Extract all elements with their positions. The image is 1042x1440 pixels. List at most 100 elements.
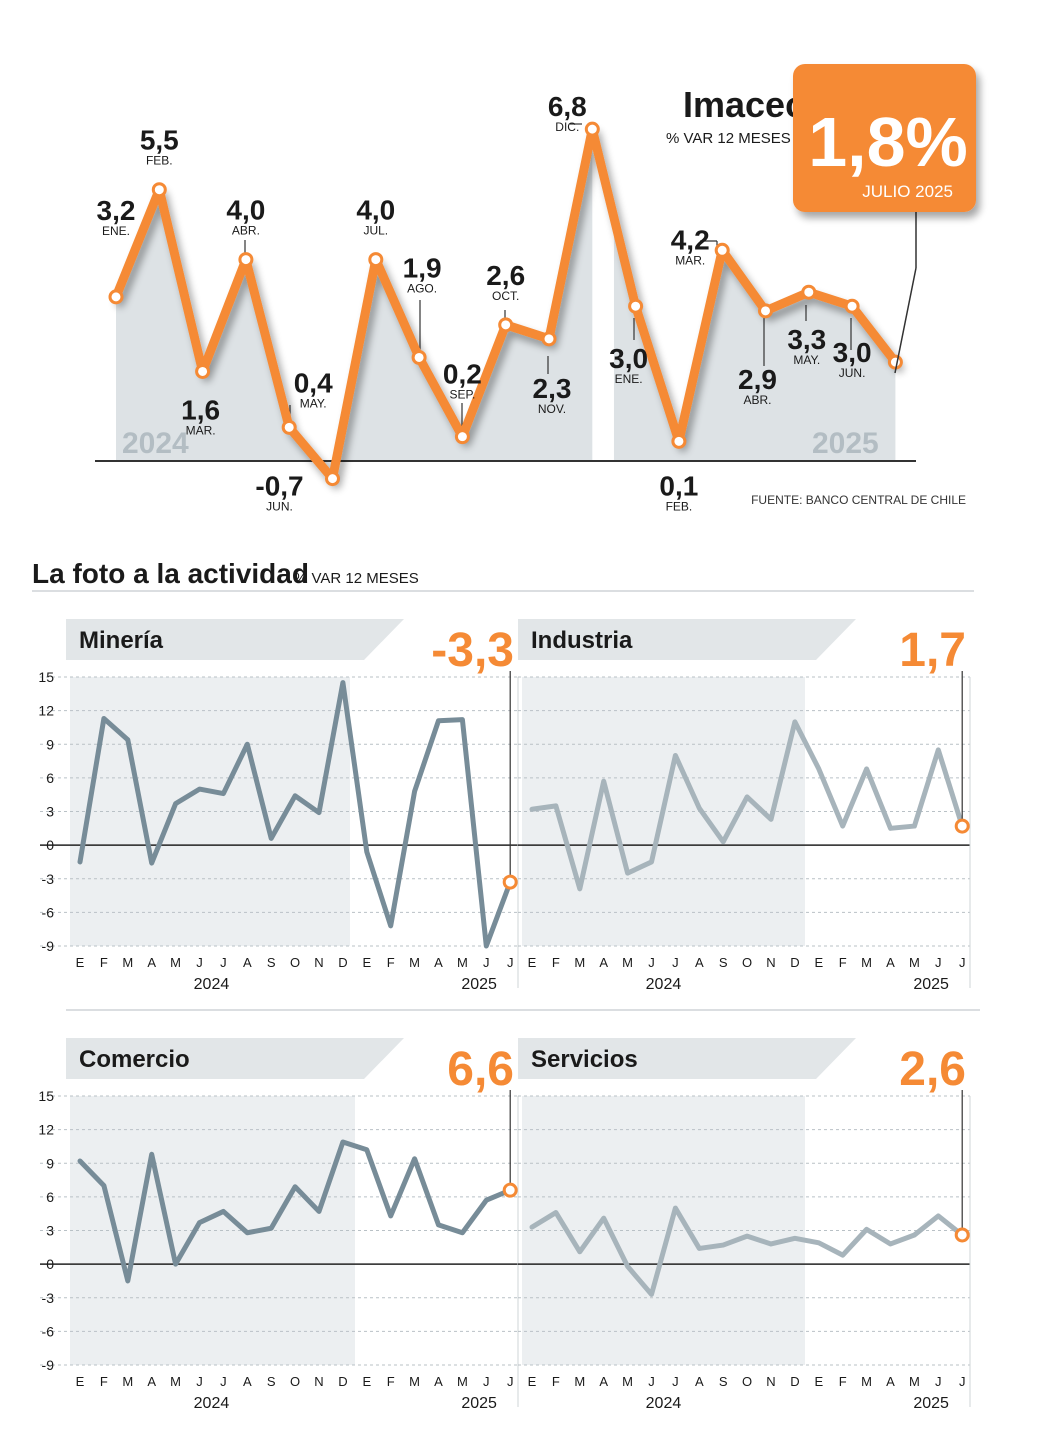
x-tick-label: F	[839, 1374, 847, 1389]
x-tick-label: E	[528, 1374, 537, 1389]
panel-last-value: 1,7	[899, 624, 966, 677]
imacec-point	[195, 363, 211, 379]
x-tick-label: J	[959, 955, 966, 970]
x-tick-label: J	[483, 955, 490, 970]
x-tick-label: M	[409, 1374, 420, 1389]
x-tick-label: M	[574, 955, 585, 970]
x-tick-label: S	[267, 955, 276, 970]
imacec-point	[671, 433, 687, 449]
panel-last-value: -3,3	[431, 624, 514, 677]
x-tick-label: D	[790, 1374, 799, 1389]
imacec-month-label: JUL.	[363, 224, 388, 238]
x-tick-label: E	[362, 955, 371, 970]
y-tick-label: -6	[42, 904, 55, 920]
imacec-points	[108, 121, 903, 487]
imacec-value-label: 0,2	[443, 359, 482, 390]
x-tick-label: F	[552, 955, 560, 970]
imacec-month-label: FEB.	[146, 154, 173, 168]
headline-period: JULIO 2025	[862, 182, 953, 201]
area-2024	[116, 129, 593, 479]
imacec-chart: 2024 2025 3,2ENE.5,5FEB.1,6MAR.4,0ABR.0,…	[95, 64, 976, 514]
panel-header-banner	[518, 619, 856, 660]
panel-title: Comercio	[79, 1046, 190, 1073]
panel-last-value: 6,6	[447, 1043, 514, 1096]
x-tick-label: N	[766, 1374, 775, 1389]
x-tick-label: J	[648, 1374, 655, 1389]
imacec-point	[411, 349, 427, 365]
imacec-leader-lines	[244, 123, 852, 441]
imacec-value-label: 3,3	[787, 324, 826, 355]
panel-series-line	[529, 719, 965, 892]
x-tick-label: M	[409, 955, 420, 970]
x-tick-label: A	[599, 1374, 608, 1389]
x-tick-label: J	[935, 1374, 942, 1389]
panel-series-line	[77, 1139, 513, 1284]
x-tick-label: E	[76, 955, 85, 970]
x-tick-label: N	[766, 955, 775, 970]
y-tick-label: 0	[46, 1256, 54, 1272]
imacec-value-label: 4,0	[226, 195, 265, 226]
panel-title: Industria	[531, 627, 633, 654]
x-tick-label: O	[742, 1374, 752, 1389]
panel-title: Minería	[79, 627, 164, 654]
imacec-point	[151, 182, 167, 198]
year-label: 2025	[913, 1395, 949, 1412]
imacec-point	[801, 284, 817, 300]
y-tick-label: 12	[38, 1122, 54, 1138]
imacec-month-label: OCT.	[492, 289, 519, 303]
imacec-point	[758, 303, 773, 319]
imacec-title: Imacec	[683, 84, 805, 125]
panel-series-line	[529, 1205, 965, 1297]
imacec-value-label: 4,0	[356, 195, 395, 226]
imacec-value-labels: 3,2ENE.5,5FEB.1,6MAR.4,0ABR.0,4MAY.-0,7J…	[97, 91, 872, 514]
x-tick-label: D	[338, 955, 347, 970]
panel-last-point	[502, 874, 518, 890]
x-tick-label: S	[719, 955, 728, 970]
imacec-point	[325, 471, 340, 487]
y-tick-label: -3	[42, 1290, 55, 1306]
panel-header-banner	[66, 619, 404, 660]
x-tick-label: A	[243, 955, 252, 970]
imacec-value-label: 0,4	[294, 367, 333, 398]
y-tick-label: 12	[38, 703, 54, 719]
x-tick-label: S	[719, 1374, 728, 1389]
x-tick-label: M	[622, 955, 633, 970]
imacec-value-label: 2,9	[738, 364, 777, 395]
imacec-subtitle: % VAR 12 MESES	[666, 130, 791, 147]
imacec-month-label: ENE.	[102, 224, 130, 238]
x-tick-label: M	[909, 1374, 920, 1389]
y-tick-label: 15	[38, 1088, 54, 1104]
x-tick-label: M	[122, 955, 133, 970]
imacec-month-label: FEB.	[666, 499, 693, 513]
imacec-month-label: MAR.	[186, 423, 216, 437]
x-tick-label: O	[290, 1374, 300, 1389]
imacec-month-label: JUN.	[266, 500, 293, 514]
x-tick-label: A	[886, 1374, 895, 1389]
panel-series-line	[77, 680, 513, 949]
x-tick-label: A	[695, 955, 704, 970]
y-tick-label: 9	[46, 1155, 54, 1171]
x-tick-label: M	[909, 955, 920, 970]
imacec-point	[844, 298, 860, 314]
x-tick-label: F	[839, 955, 847, 970]
y-tick-label: 15	[38, 669, 54, 685]
y-tick-label: 9	[46, 736, 54, 752]
imacec-point	[887, 354, 903, 370]
imacec-value-label: 1,6	[181, 394, 220, 425]
x-tick-label: J	[220, 1374, 227, 1389]
y-tick-label: 3	[46, 1223, 54, 1239]
imacec-month-label: SEP.	[449, 388, 475, 402]
imacec-month-label: ENE.	[615, 372, 643, 386]
panel-title: Servicios	[531, 1046, 638, 1073]
x-tick-label: M	[122, 1374, 133, 1389]
x-tick-label: E	[814, 955, 823, 970]
x-tick-label: F	[387, 955, 395, 970]
x-tick-label: A	[434, 1374, 443, 1389]
x-tick-label: J	[507, 1374, 514, 1389]
panel-header-banner	[66, 1038, 404, 1079]
imacec-point	[368, 252, 384, 268]
imacec-month-label: MAR.	[675, 253, 705, 267]
x-tick-label: N	[314, 1374, 323, 1389]
x-tick-label: J	[196, 1374, 203, 1389]
